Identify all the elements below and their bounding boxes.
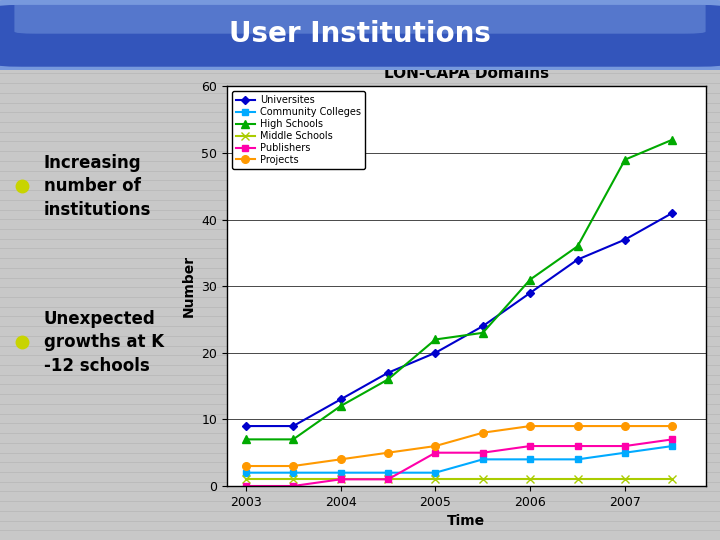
Text: Increasing
number of
institutions: Increasing number of institutions	[44, 154, 151, 219]
Projects	[573, 423, 582, 429]
High Schools	[289, 436, 297, 443]
Publishers	[336, 476, 345, 483]
High Schools	[336, 403, 345, 409]
Universites	[384, 369, 392, 376]
Projects	[621, 423, 629, 429]
Text: Unexpected
growths at K
-12 schools: Unexpected growths at K -12 schools	[44, 310, 164, 375]
Line: Universites: Universites	[243, 210, 675, 429]
Publishers	[431, 449, 440, 456]
Publishers	[289, 483, 297, 489]
Community Colleges	[336, 469, 345, 476]
Universites	[621, 237, 629, 243]
Publishers	[573, 443, 582, 449]
Community Colleges	[573, 456, 582, 463]
Middle Schools	[479, 476, 487, 483]
High Schools	[526, 276, 534, 283]
Projects	[289, 463, 297, 469]
Y-axis label: Number: Number	[181, 255, 196, 318]
Line: Middle Schools: Middle Schools	[242, 476, 676, 483]
Universites	[526, 289, 534, 296]
Publishers	[526, 443, 534, 449]
Community Colleges	[384, 469, 392, 476]
Universites	[241, 423, 250, 429]
Middle Schools	[573, 476, 582, 483]
Publishers	[241, 483, 250, 489]
High Schools	[384, 376, 392, 383]
Projects	[668, 423, 677, 429]
FancyBboxPatch shape	[0, 2, 720, 70]
Projects	[479, 429, 487, 436]
Line: Community Colleges: Community Colleges	[243, 443, 675, 476]
Universites	[573, 256, 582, 263]
High Schools	[241, 436, 250, 443]
High Schools	[479, 329, 487, 336]
Publishers	[621, 443, 629, 449]
High Schools	[431, 336, 440, 343]
Community Colleges	[621, 449, 629, 456]
Middle Schools	[431, 476, 440, 483]
Universites	[479, 323, 487, 329]
Legend: Universites, Community Colleges, High Schools, Middle Schools, Publishers, Proje: Universites, Community Colleges, High Sc…	[232, 91, 365, 169]
Middle Schools	[289, 476, 297, 483]
Projects	[336, 456, 345, 463]
Community Colleges	[241, 469, 250, 476]
Community Colleges	[668, 443, 677, 449]
Title: LON-CAPA Domains: LON-CAPA Domains	[384, 66, 549, 81]
Publishers	[384, 476, 392, 483]
Text: User Institutions: User Institutions	[229, 19, 491, 48]
Line: Projects: Projects	[242, 422, 676, 470]
Universites	[336, 396, 345, 403]
Community Colleges	[479, 456, 487, 463]
Universites	[289, 423, 297, 429]
Projects	[526, 423, 534, 429]
Universites	[668, 210, 677, 216]
Publishers	[479, 449, 487, 456]
Middle Schools	[621, 476, 629, 483]
Line: High Schools: High Schools	[242, 136, 676, 443]
High Schools	[621, 157, 629, 163]
Middle Schools	[336, 476, 345, 483]
Line: Publishers: Publishers	[243, 436, 675, 489]
Middle Schools	[384, 476, 392, 483]
Projects	[241, 463, 250, 469]
X-axis label: Time: Time	[447, 514, 485, 528]
Middle Schools	[526, 476, 534, 483]
FancyBboxPatch shape	[14, 3, 706, 33]
Projects	[384, 449, 392, 456]
Community Colleges	[526, 456, 534, 463]
High Schools	[668, 137, 677, 143]
Universites	[431, 349, 440, 356]
Projects	[431, 443, 440, 449]
Publishers	[668, 436, 677, 443]
Middle Schools	[668, 476, 677, 483]
Community Colleges	[289, 469, 297, 476]
High Schools	[573, 243, 582, 249]
Community Colleges	[431, 469, 440, 476]
Middle Schools	[241, 476, 250, 483]
